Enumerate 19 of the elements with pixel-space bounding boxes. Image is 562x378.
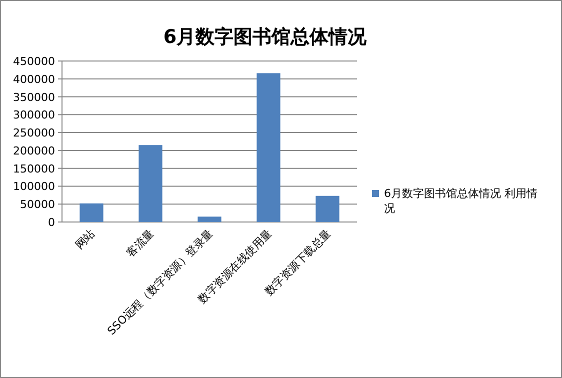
y-tick-label: 100000 xyxy=(13,180,55,194)
y-tick-label: 450000 xyxy=(13,55,55,68)
bar xyxy=(256,73,280,222)
y-tick-label: 50000 xyxy=(20,198,55,212)
y-tick-label: 350000 xyxy=(13,90,55,104)
bar xyxy=(198,216,222,222)
y-tick-label: 200000 xyxy=(13,144,55,158)
legend-label: 6月数字图书馆总体情况 利用情况 xyxy=(384,187,538,215)
bar xyxy=(138,145,162,222)
y-tick-label: 150000 xyxy=(13,162,55,176)
y-tick-label: 300000 xyxy=(13,108,55,122)
y-tick-label: 400000 xyxy=(13,72,55,86)
x-tick-label: 客流量 xyxy=(124,226,157,260)
chart-title: 6月数字图书馆总体情况 xyxy=(163,26,368,48)
bar xyxy=(80,203,104,222)
bar xyxy=(316,196,340,222)
y-tick-label: 250000 xyxy=(13,126,55,140)
x-tick-label: 网站 xyxy=(72,226,98,252)
y-tick-label: 0 xyxy=(48,216,55,229)
